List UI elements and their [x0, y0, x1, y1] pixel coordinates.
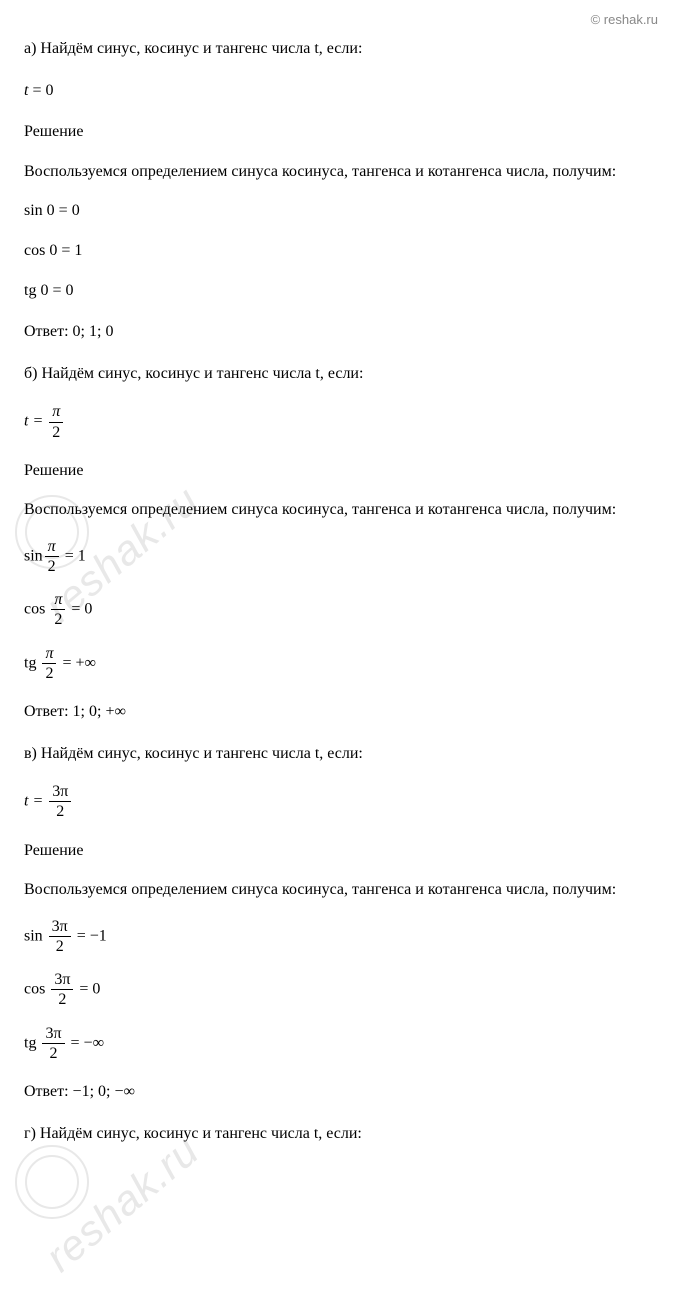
section-v-tg: tg 3π2 = −∞	[24, 1024, 654, 1063]
section-b-title: б) Найдём синус, косинус и тангенс числа…	[24, 361, 654, 387]
copyright-text: © reshak.ru	[591, 10, 658, 31]
section-a-answer: Ответ: 0; 1; 0	[24, 319, 654, 345]
section-v-condition: t = 3π2	[24, 782, 654, 821]
section-b-condition: t = π2	[24, 402, 654, 441]
section-v-solution-heading: Решение	[24, 838, 654, 864]
section-a-cos: cos 0 = 1	[24, 238, 654, 264]
section-v-sin: sin 3π2 = −1	[24, 917, 654, 956]
section-v-answer: Ответ: −1; 0; −∞	[24, 1079, 654, 1105]
section-a-sin: sin 0 = 0	[24, 198, 654, 224]
section-b-cos: cos π2 = 0	[24, 590, 654, 629]
section-v-description: Воспользуемся определением синуса косину…	[24, 877, 654, 903]
section-b-tg: tg π2 = +∞	[24, 644, 654, 683]
section-a-title: а) Найдём синус, косинус и тангенс числа…	[24, 36, 654, 62]
section-b-description: Воспользуемся определением синуса косину…	[24, 497, 654, 523]
section-a-tg: tg 0 = 0	[24, 278, 654, 304]
section-v-title: в) Найдём синус, косинус и тангенс числа…	[24, 741, 654, 767]
section-b-solution-heading: Решение	[24, 458, 654, 484]
section-b-answer: Ответ: 1; 0; +∞	[24, 699, 654, 725]
section-a-description: Воспользуемся определением синуса косину…	[24, 159, 654, 185]
section-a-condition: t = 0	[24, 78, 654, 104]
section-g-title: г) Найдём синус, косинус и тангенс числа…	[24, 1121, 654, 1147]
section-v-cos: cos 3π2 = 0	[24, 970, 654, 1009]
section-a-solution-heading: Решение	[24, 119, 654, 145]
section-b-sin: sinπ2 = 1	[24, 537, 654, 576]
